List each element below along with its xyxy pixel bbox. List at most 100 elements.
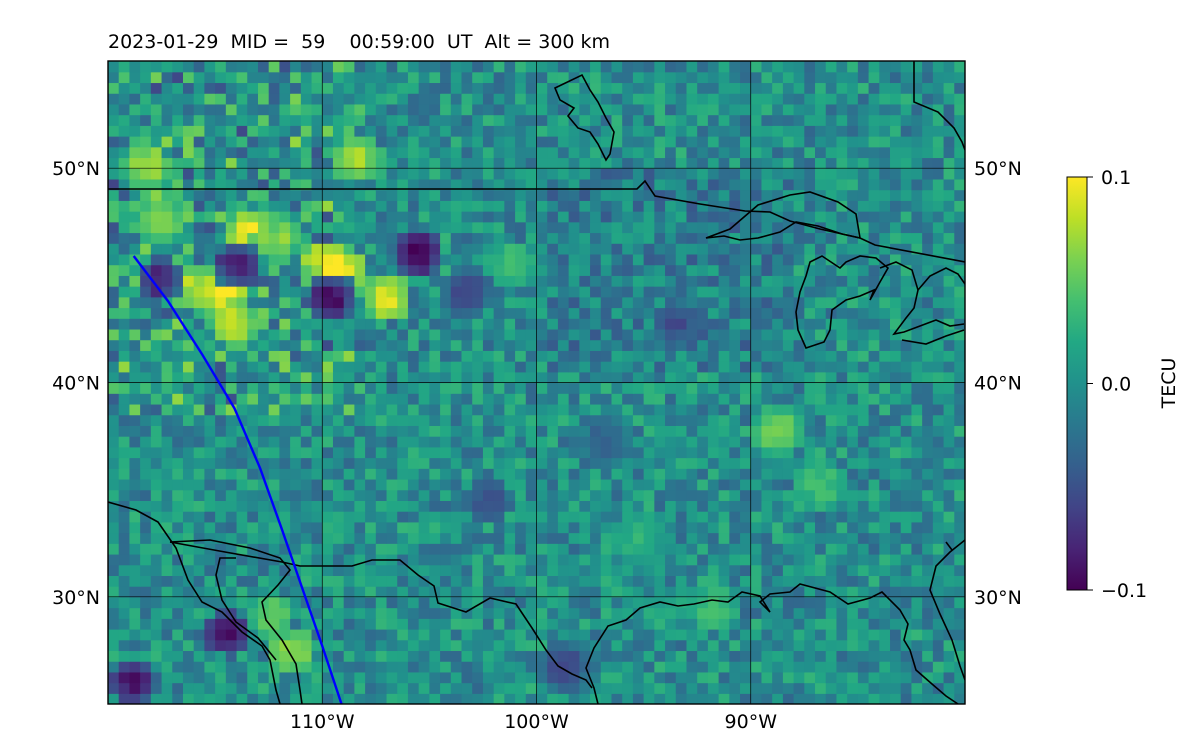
tec-cell	[290, 553, 302, 566]
tec-cell	[911, 371, 923, 384]
tec-cell	[782, 414, 795, 426]
tec-cell	[118, 178, 131, 191]
tec-cell	[772, 136, 784, 148]
tec-cell	[129, 564, 141, 576]
tec-cell	[493, 82, 505, 94]
tec-cell	[847, 136, 859, 148]
tec-cell	[836, 318, 848, 330]
tec-cell	[793, 607, 805, 619]
tec-cell	[182, 618, 195, 630]
tec-cell	[825, 382, 838, 394]
tec-cell	[686, 671, 698, 684]
tec-cell	[482, 446, 495, 459]
tec-cell	[225, 682, 238, 694]
tec-cell	[365, 286, 377, 298]
tec-cell	[193, 328, 206, 341]
tec-cell	[515, 446, 527, 459]
tec-cell	[204, 114, 216, 126]
tec-cell	[215, 168, 227, 180]
tec-cell	[665, 661, 677, 673]
tec-cell	[429, 296, 441, 309]
tec-cell	[590, 607, 602, 619]
tec-cell	[675, 500, 688, 512]
tec-cell	[868, 650, 880, 662]
tec-cell	[150, 200, 163, 212]
tec-cell	[204, 350, 216, 362]
tec-cell	[429, 178, 441, 191]
tec-cell	[225, 296, 238, 309]
tec-cell	[750, 650, 763, 662]
tec-cell	[343, 286, 355, 298]
tec-cell	[204, 468, 216, 480]
tec-cell	[590, 564, 602, 576]
tec-cell	[150, 586, 163, 598]
tec-cell	[493, 457, 505, 469]
tec-cell	[665, 189, 677, 201]
tec-cell	[129, 243, 141, 255]
tec-cell	[108, 532, 120, 544]
tec-cell	[868, 468, 880, 480]
tec-cell	[397, 136, 409, 148]
tec-cell	[450, 575, 463, 587]
tec-cell	[397, 221, 409, 234]
tec-cell	[268, 468, 280, 480]
tec-cell	[879, 446, 891, 459]
tec-cell	[225, 382, 238, 394]
tec-cell	[707, 350, 720, 362]
tec-cell	[900, 575, 913, 587]
tec-cell	[129, 71, 141, 84]
tec-cell	[922, 103, 934, 116]
tec-cell	[375, 511, 388, 523]
tec-cell	[611, 136, 623, 148]
tec-cell	[900, 264, 913, 276]
tec-cell	[879, 586, 891, 598]
tec-cell	[782, 114, 795, 126]
tec-cell	[300, 650, 313, 662]
tec-cell	[686, 382, 698, 394]
tec-cell	[343, 296, 355, 309]
tec-cell	[686, 211, 698, 223]
tec-cell	[686, 564, 698, 576]
tec-cell	[375, 232, 388, 244]
tec-cell	[279, 543, 291, 555]
tec-cell	[493, 639, 505, 652]
tec-cell	[515, 82, 527, 94]
tec-cell	[954, 436, 965, 448]
tec-cell	[407, 468, 420, 480]
tec-cell	[354, 157, 366, 169]
tec-cell	[515, 71, 527, 84]
tec-cell	[761, 436, 773, 448]
tec-cell	[161, 489, 173, 501]
tec-cell	[332, 436, 345, 448]
tec-cell	[868, 425, 880, 437]
tec-cell	[129, 693, 141, 704]
tec-cell	[354, 350, 366, 362]
tec-cell	[793, 200, 805, 212]
tec-cell	[836, 114, 848, 126]
tec-cell	[718, 575, 730, 587]
tec-cell	[268, 682, 280, 694]
tec-cell	[825, 350, 838, 362]
tec-cell	[954, 682, 965, 694]
tec-cell	[804, 586, 816, 598]
tec-cell	[440, 125, 452, 137]
tec-cell	[579, 382, 591, 394]
tec-cell	[547, 168, 559, 180]
tec-cell	[847, 178, 859, 191]
tec-cell	[890, 157, 902, 169]
tec-cell	[954, 607, 965, 619]
tec-cell	[654, 489, 666, 501]
tec-cell	[590, 157, 602, 169]
tec-cell	[943, 511, 955, 523]
tec-cell	[515, 575, 527, 587]
tec-cell	[172, 543, 184, 555]
tec-cell	[290, 243, 302, 255]
tec-cell	[440, 403, 452, 416]
tec-cell	[890, 114, 902, 126]
tec-cell	[804, 125, 816, 137]
tec-cell	[204, 575, 216, 587]
tec-cell	[943, 307, 955, 319]
tec-cell	[482, 607, 495, 619]
tec-cell	[450, 671, 463, 684]
tec-cell	[450, 71, 463, 84]
